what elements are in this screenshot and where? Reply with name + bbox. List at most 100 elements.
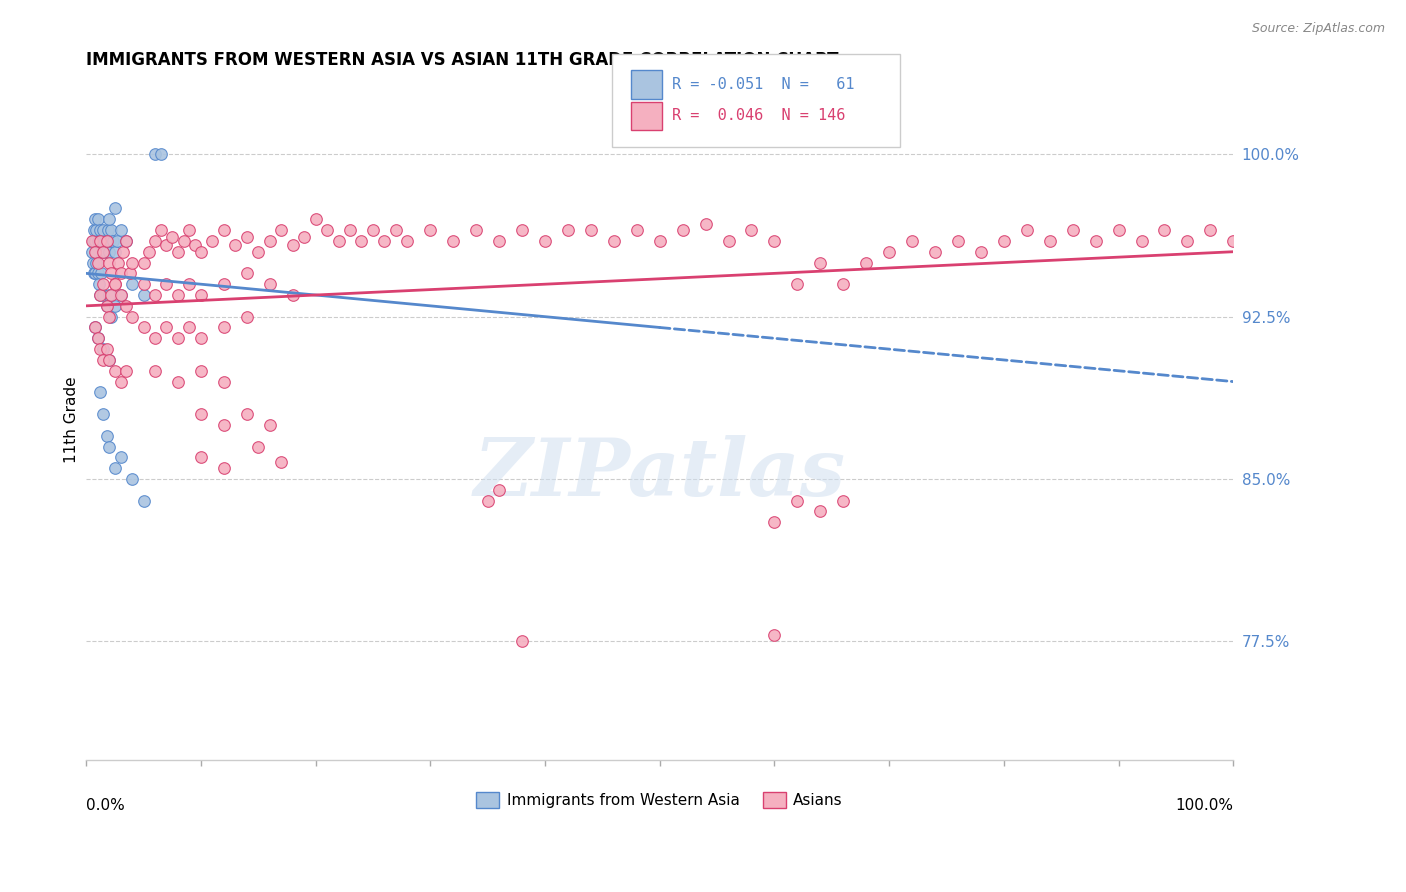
Point: [98, 310, 121, 324]
Point: [259, 417, 281, 432]
Point: [90, 234, 112, 248]
Point: [118, 266, 141, 280]
Point: [96, 299, 118, 313]
Point: [946, 234, 969, 248]
Point: [138, 244, 160, 259]
Point: [96, 234, 118, 248]
Point: [149, 147, 172, 161]
Point: [190, 331, 212, 345]
Point: [121, 472, 143, 486]
Point: [87, 277, 110, 292]
Point: [579, 223, 602, 237]
Text: IMMIGRANTS FROM WESTERN ASIA VS ASIAN 11TH GRADE CORRELATION CHART: IMMIGRANTS FROM WESTERN ASIA VS ASIAN 11…: [86, 51, 838, 69]
Point: [328, 234, 350, 248]
Point: [212, 320, 235, 334]
Point: [83, 223, 105, 237]
Point: [89, 288, 111, 302]
Point: [93, 407, 115, 421]
Point: [89, 234, 111, 248]
Point: [510, 223, 533, 237]
Point: [1062, 223, 1084, 237]
Point: [84, 234, 107, 248]
Point: [201, 234, 224, 248]
Point: [247, 244, 270, 259]
Point: [832, 277, 855, 292]
Point: [763, 628, 786, 642]
Point: [82, 234, 104, 248]
Point: [121, 255, 143, 269]
Point: [419, 223, 441, 237]
Point: [832, 493, 855, 508]
Point: [100, 310, 122, 324]
Point: [89, 223, 111, 237]
Point: [179, 223, 201, 237]
Point: [167, 331, 190, 345]
Point: [86, 212, 108, 227]
Point: [94, 244, 117, 259]
Point: [87, 244, 110, 259]
Point: [105, 234, 128, 248]
Point: [339, 223, 361, 237]
Point: [93, 342, 115, 356]
Point: [155, 277, 177, 292]
Point: [93, 244, 115, 259]
Point: [90, 266, 112, 280]
Legend: Immigrants from Western Asia, Asians: Immigrants from Western Asia, Asians: [471, 786, 849, 814]
Point: [82, 255, 104, 269]
Point: [104, 299, 127, 313]
Point: [96, 299, 118, 313]
Point: [212, 223, 235, 237]
Point: [89, 342, 111, 356]
Point: [149, 223, 172, 237]
Point: [86, 331, 108, 345]
Point: [385, 223, 408, 237]
Point: [84, 320, 107, 334]
Point: [143, 234, 166, 248]
Point: [86, 331, 108, 345]
Point: [224, 238, 246, 252]
Point: [87, 234, 110, 248]
Point: [115, 234, 138, 248]
Point: [100, 288, 122, 302]
Point: [167, 244, 190, 259]
Point: [143, 288, 166, 302]
Point: [167, 375, 190, 389]
Point: [98, 244, 121, 259]
Point: [510, 634, 533, 648]
Point: [115, 234, 138, 248]
Point: [270, 223, 292, 237]
Point: [1108, 223, 1130, 237]
Point: [80, 234, 103, 248]
Point: [93, 234, 115, 248]
Point: [89, 385, 111, 400]
Point: [110, 266, 132, 280]
Point: [86, 255, 108, 269]
Point: [190, 364, 212, 378]
Point: [292, 229, 315, 244]
Point: [83, 266, 105, 280]
Point: [121, 277, 143, 292]
Point: [132, 288, 155, 302]
Y-axis label: 11th Grade: 11th Grade: [65, 376, 79, 463]
Point: [104, 461, 127, 475]
Point: [93, 288, 115, 302]
Point: [373, 234, 395, 248]
Point: [97, 223, 120, 237]
Point: [993, 234, 1015, 248]
Point: [212, 461, 235, 475]
Point: [740, 223, 762, 237]
Point: [84, 320, 107, 334]
Point: [121, 310, 143, 324]
Point: [80, 244, 103, 259]
Text: ZIPatlas: ZIPatlas: [474, 435, 846, 513]
Point: [91, 244, 114, 259]
Point: [924, 244, 946, 259]
Point: [98, 288, 121, 302]
Point: [84, 266, 107, 280]
Point: [100, 223, 122, 237]
Text: R =  0.046  N = 146: R = 0.046 N = 146: [672, 109, 845, 123]
Point: [143, 147, 166, 161]
Point: [86, 266, 108, 280]
Point: [98, 255, 121, 269]
Point: [132, 493, 155, 508]
